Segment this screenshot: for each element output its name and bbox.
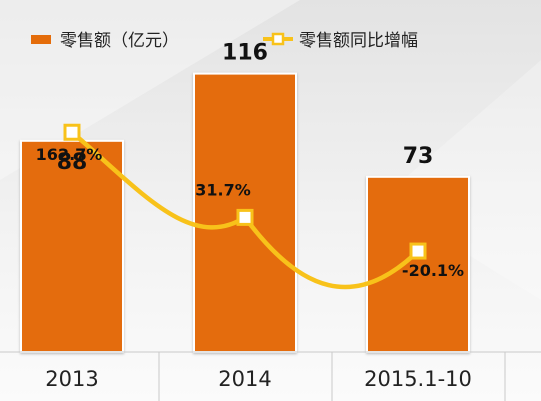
line-marker	[63, 123, 81, 141]
x-tick-label: 2014	[218, 367, 271, 391]
x-tick-label: 2015.1-10	[364, 367, 472, 391]
line-value-label: -20.1%	[402, 261, 464, 280]
line-marker	[236, 208, 254, 226]
line-value-label: 162.7%	[36, 145, 103, 164]
bar	[20, 139, 124, 353]
legend-bar-swatch	[31, 35, 51, 44]
legend-label-bar: 零售额（亿元）	[60, 31, 179, 51]
bar-value-label: 88	[57, 150, 88, 175]
legend-marker-swatch	[271, 32, 285, 46]
legend-label-line: 零售额同比增幅	[299, 31, 418, 51]
line-marker	[409, 242, 427, 260]
bar-value-label: 73	[403, 144, 434, 169]
bar-value-label: 116	[222, 41, 268, 66]
legend: 零售额（亿元） 零售额同比增幅	[31, 31, 418, 51]
x-tick-label: 2013	[45, 367, 98, 391]
line-value-label: 31.7%	[195, 180, 251, 199]
